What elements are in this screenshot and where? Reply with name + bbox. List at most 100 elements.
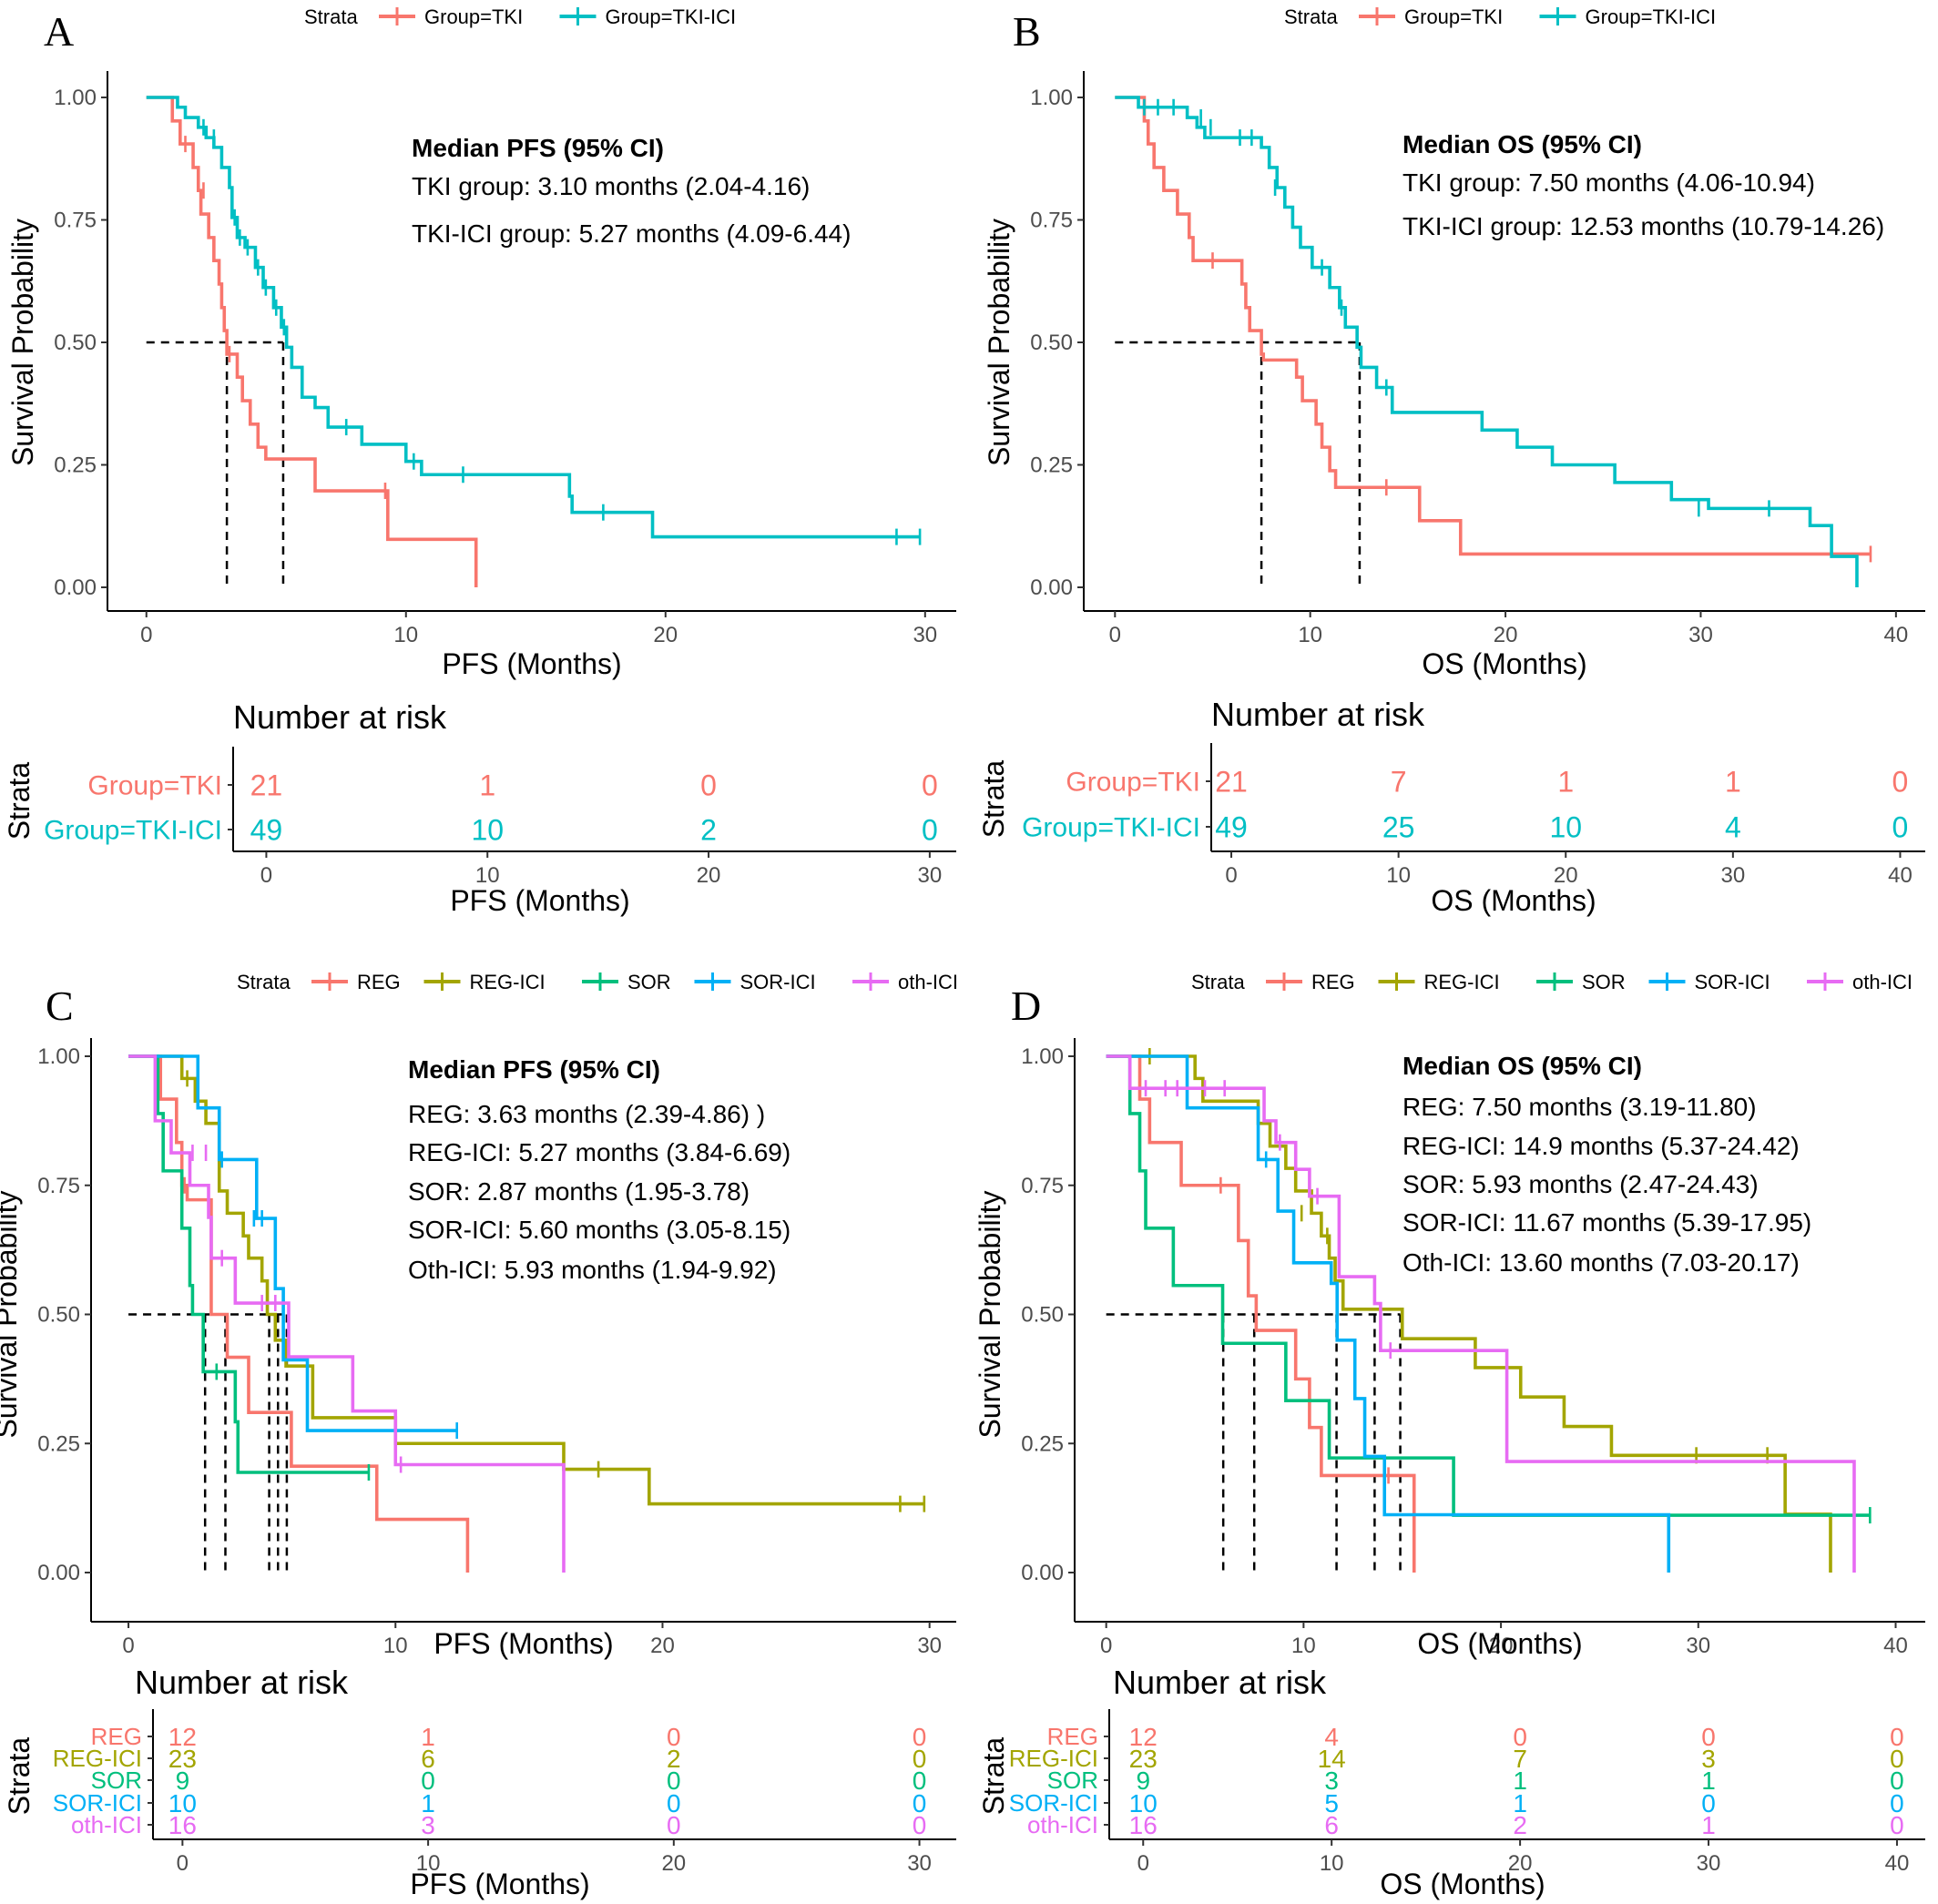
risk-count: 2: [667, 1745, 681, 1773]
legend-entry: SOR-ICI: [1695, 971, 1770, 993]
risk-count: 23: [168, 1745, 197, 1773]
annotation-line: TKI-ICI group: 5.27 months (4.09-6.44): [412, 219, 851, 248]
risk-count: 16: [168, 1811, 197, 1839]
risk-x-axis-title: PFS (Months): [410, 1868, 589, 1900]
risk-count: 1: [1557, 765, 1574, 798]
risk-table-title: Number at risk: [1211, 696, 1425, 733]
risk-x-axis-title: PFS (Months): [450, 884, 629, 917]
x-tick-label: 0: [1109, 623, 1121, 647]
risk-strata-label: REG-ICI: [53, 1745, 142, 1772]
risk-count: 14: [1318, 1745, 1346, 1773]
legend-entry: REG-ICI: [1424, 971, 1500, 993]
risk-x-tick-label: 40: [1885, 1851, 1910, 1876]
risk-count: 0: [1890, 1789, 1904, 1817]
x-axis-title: PFS (Months): [434, 1627, 613, 1660]
x-tick-label: 10: [393, 623, 418, 647]
panel-letter: C: [46, 983, 74, 1029]
annotation-line: REG-ICI: 5.27 months (3.84-6.69): [408, 1138, 790, 1166]
annotation-line: TKI-ICI group: 12.53 months (10.79-14.26…: [1402, 212, 1884, 240]
y-tick-label: 0.75: [1021, 1174, 1064, 1198]
risk-count: 0: [667, 1767, 681, 1795]
x-tick-label: 30: [1688, 623, 1713, 647]
risk-count: 21: [250, 769, 283, 801]
risk-count: 0: [421, 1767, 435, 1795]
annotation-line: SOR: 2.87 months (1.95-3.78): [408, 1177, 750, 1206]
x-tick-label: 30: [1686, 1634, 1710, 1658]
panel-letter: A: [44, 8, 74, 55]
risk-count: 0: [913, 1745, 927, 1773]
annotation-line: REG-ICI: 14.9 months (5.37-24.42): [1402, 1132, 1800, 1160]
annotation-line: REG: 3.63 months (2.39-4.86) ): [408, 1100, 765, 1128]
risk-count: 0: [667, 1723, 681, 1751]
risk-strata-label: REG: [91, 1723, 142, 1750]
risk-count: 5: [1324, 1789, 1339, 1817]
x-tick-label: 20: [1494, 623, 1518, 647]
y-tick-label: 0.00: [54, 575, 97, 600]
risk-count: 1: [421, 1789, 435, 1817]
risk-count: 0: [667, 1811, 681, 1839]
panel-B: B Strata Group=TKI Group=TKI-ICI 0.00 0.25 0.5…: [977, 5, 1925, 917]
x-axis-title: OS (Months): [1422, 647, 1586, 680]
risk-count: 3: [1324, 1767, 1339, 1795]
y-axis-title: Survival Probability: [0, 1190, 23, 1438]
risk-x-tick-label: 10: [475, 863, 500, 888]
risk-count: 1: [1701, 1811, 1716, 1839]
x-tick-label: 0: [140, 623, 152, 647]
legend-entry: SOR: [627, 971, 671, 993]
risk-y-axis-title: Strata: [3, 1737, 36, 1816]
risk-count: 0: [667, 1789, 681, 1817]
risk-count: 25: [1382, 810, 1415, 843]
risk-x-tick-label: 0: [177, 1851, 189, 1876]
km-curve-oth-ICI: [1106, 1054, 1856, 1573]
x-tick-label: 40: [1883, 1634, 1908, 1658]
risk-count: 0: [913, 1723, 927, 1751]
median-annotation: Median OS (95% CI) TKI group: 7.50 months…: [1402, 130, 1884, 240]
y-axis-title: Survival Probability: [974, 1190, 1006, 1438]
y-tick-label: 0.25: [54, 453, 97, 478]
risk-count: 7: [1391, 765, 1407, 798]
km-curve-REG: [1106, 1054, 1416, 1573]
risk-count: 9: [1136, 1767, 1150, 1795]
risk-count: 0: [1892, 810, 1909, 843]
risk-count: 10: [1549, 810, 1582, 843]
annotation-line: Oth-ICI: 5.93 months (1.94-9.92): [408, 1256, 777, 1284]
risk-count: 2: [700, 813, 717, 846]
risk-table-title: Number at risk: [233, 698, 447, 736]
km-curve-Group=TKI: [146, 96, 478, 587]
km-curve-REG: [128, 1054, 470, 1573]
risk-x-tick-label: 10: [416, 1851, 441, 1876]
y-tick-label: 0.00: [1021, 1561, 1064, 1585]
risk-count: 2: [1513, 1811, 1527, 1839]
risk-count: 0: [922, 813, 938, 846]
risk-count: 0: [1890, 1811, 1904, 1839]
risk-strata-label: SOR: [1047, 1767, 1098, 1794]
y-tick-label: 0.50: [1021, 1303, 1064, 1328]
risk-count: 10: [168, 1789, 197, 1817]
risk-count: 23: [1129, 1745, 1158, 1773]
km-curve-Group=TKI-ICI: [146, 96, 921, 539]
risk-table-title: Number at risk: [135, 1664, 349, 1701]
median-annotation: Median PFS (95% CI) REG: 3.63 months (2.3…: [408, 1055, 790, 1284]
legend-title: Strata: [304, 5, 358, 28]
risk-count: 0: [1701, 1789, 1716, 1817]
risk-y-axis-title: Strata: [3, 762, 36, 840]
risk-strata-label: Group=TKI: [1066, 768, 1200, 798]
risk-count: 9: [176, 1767, 190, 1795]
km-curve-SOR: [128, 1054, 369, 1474]
legend-entry: oth-ICI: [898, 971, 958, 993]
risk-count: 4: [1725, 810, 1741, 843]
risk-x-tick-label: 20: [661, 1851, 686, 1876]
annotation-title: Median OS (95% CI): [1402, 1052, 1642, 1080]
y-tick-label: 0.25: [1030, 453, 1073, 478]
risk-count: 10: [471, 813, 504, 846]
y-tick-label: 1.00: [1030, 86, 1073, 110]
risk-x-tick-label: 30: [918, 863, 943, 888]
risk-count: 0: [1890, 1745, 1904, 1773]
risk-strata-label: REG-ICI: [1009, 1745, 1098, 1772]
y-tick-label: 0.50: [1030, 331, 1073, 355]
km-curve-SOR: [1106, 1054, 1871, 1517]
